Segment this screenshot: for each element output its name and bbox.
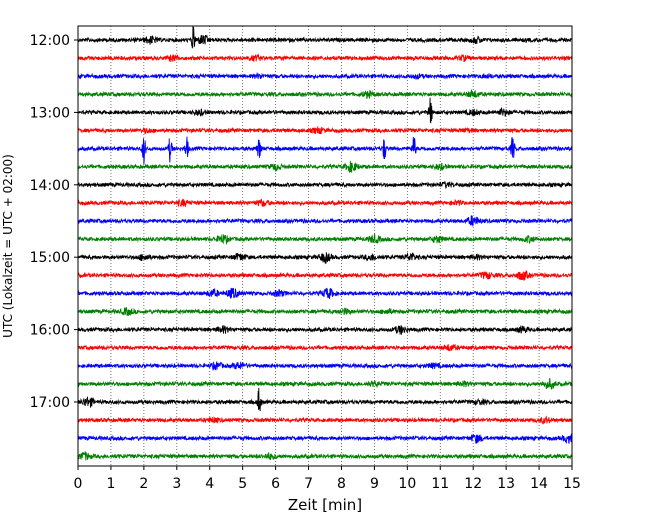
x-tick-label: 15	[563, 476, 581, 492]
seismogram-traces	[77, 26, 573, 461]
trace-1530	[77, 287, 573, 300]
x-tick-label: 14	[530, 476, 548, 492]
x-tick-label: 1	[106, 476, 115, 492]
x-axis-ticks: 0 1 2 3 4 5 6 7 8 9 10 11 12 13 14 15	[74, 466, 581, 492]
x-tick-label: 10	[398, 476, 416, 492]
x-tick-label: 2	[139, 476, 148, 492]
trace-1415	[77, 198, 573, 208]
trace-1315	[77, 126, 573, 135]
trace-1630	[77, 361, 573, 372]
trace-1500	[77, 252, 573, 265]
x-tick-label: 11	[431, 476, 449, 492]
trace-1245	[77, 88, 573, 100]
trace-1200	[77, 26, 573, 49]
trace-1330	[77, 136, 573, 165]
trace-1615	[77, 343, 573, 352]
trace-1700	[77, 387, 573, 411]
x-tick-label: 9	[370, 476, 379, 492]
trace-1430	[77, 215, 573, 227]
y-tick-label: 17:00	[30, 395, 70, 411]
y-axis-label: UTC (Lokalzeit = UTC + 02:00)	[1, 154, 15, 338]
y-tick-label: 15:00	[30, 250, 70, 266]
x-tick-label: 5	[238, 476, 247, 492]
x-tick-label: 12	[464, 476, 482, 492]
x-tick-label: 7	[304, 476, 313, 492]
plot-frame	[77, 25, 573, 467]
trace-1300	[77, 97, 573, 124]
trace-1600	[77, 325, 573, 335]
trace-1445	[77, 233, 573, 246]
x-tick-label: 0	[74, 476, 83, 492]
x-tick-label: 3	[172, 476, 181, 492]
trace-1645	[77, 378, 573, 390]
trace-1515	[77, 270, 573, 282]
y-tick-label: 16:00	[30, 323, 70, 339]
x-tick-label: 8	[337, 476, 346, 492]
y-tick-label: 12:00	[30, 33, 70, 49]
x-tick-label: 4	[205, 476, 214, 492]
trace-1345	[77, 160, 573, 174]
trace-1715	[77, 415, 573, 425]
trace-1400	[77, 180, 573, 189]
vertical-grid	[110, 26, 540, 466]
y-tick-label: 14:00	[30, 178, 70, 194]
x-tick-label: 13	[497, 476, 515, 492]
trace-1215	[77, 53, 573, 63]
y-axis-ticks: 12:00 13:00 14:00 15:00 16:00 17:00	[30, 33, 78, 411]
plot-background	[78, 26, 572, 466]
trace-1730	[77, 433, 573, 445]
x-tick-label: 6	[271, 476, 280, 492]
trace-1230	[77, 71, 573, 81]
x-axis-label: Zeit [min]	[288, 496, 362, 514]
trace-1545	[77, 307, 573, 316]
trace-1745	[77, 451, 573, 461]
y-tick-label: 13:00	[30, 105, 70, 121]
